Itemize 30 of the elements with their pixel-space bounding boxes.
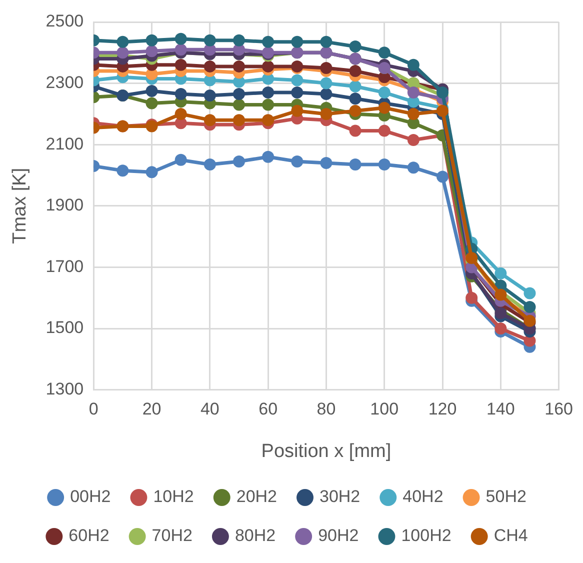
y-tick-label: 2300 (46, 72, 84, 92)
x-tick-label: 140 (486, 400, 515, 419)
legend-label: 10H2 (153, 487, 194, 506)
legend-label: 00H2 (70, 487, 111, 506)
y-tick-label: 1900 (46, 196, 84, 215)
x-tick-label: 120 (428, 400, 457, 419)
x-tick-label: 20 (142, 400, 162, 419)
legend-label: CH4 (494, 526, 528, 546)
y-tick-label: 1700 (46, 256, 84, 276)
y-tick-label: 1500 (46, 318, 84, 338)
x-tick-label: 100 (370, 400, 399, 419)
legend-label: 70H2 (152, 526, 192, 546)
legend-label: 40H2 (402, 487, 444, 506)
legend-label: 80H2 (234, 526, 276, 546)
x-tick-label: 0 (88, 400, 98, 419)
x-tick-label: 160 (544, 400, 574, 419)
legend-label: 30H2 (320, 487, 360, 506)
legend-label: 50H2 (486, 487, 526, 506)
legend-label: 100H2 (401, 526, 452, 546)
legend-label: 20H2 (236, 487, 277, 506)
x-tick-label: 80 (316, 400, 336, 419)
y-axis-title: Tmax [K] (10, 168, 31, 244)
y-tick-label: 1300 (46, 379, 84, 398)
legend-label: 90H2 (318, 526, 359, 546)
y-tick-label: 2100 (46, 134, 84, 154)
y-tick-label: 2500 (46, 12, 84, 31)
x-tick-label: 40 (200, 400, 220, 419)
x-tick-label: 60 (258, 400, 278, 419)
x-axis-title: Position x [mm] (261, 440, 392, 462)
legend-label: 60H2 (68, 526, 110, 546)
